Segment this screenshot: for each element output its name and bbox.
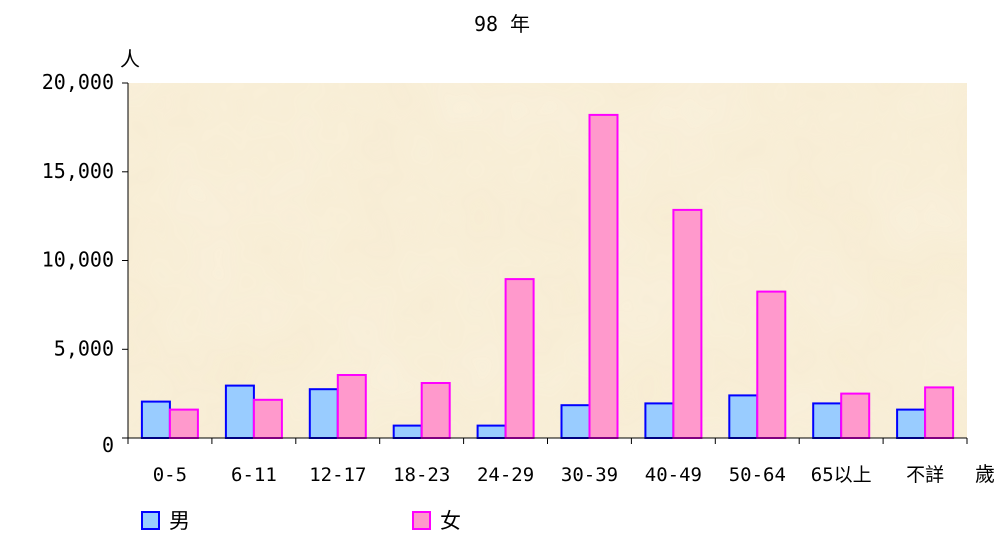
axes-layer: 0-5 6-11 12-17 18-23 24-29 30-39 40-49 50-64 65以… — [42, 70, 968, 486]
x-tick-label: 18-23 — [393, 464, 450, 486]
x-tick-label: 24-29 — [477, 464, 534, 486]
x-tick-label: 40-49 — [645, 464, 702, 486]
legend-swatch-female — [412, 511, 431, 530]
legend-label-male: 男 — [169, 509, 190, 533]
x-tick-label: 30-39 — [561, 464, 618, 486]
bar-male-2 — [308, 388, 339, 440]
bar-male-3 — [392, 424, 423, 440]
bar-female-5 — [588, 113, 619, 440]
bar-female-8 — [840, 392, 871, 440]
legend: 男女 — [141, 509, 461, 533]
y-axis-label: 人 — [120, 47, 140, 71]
bar-female-3 — [420, 382, 451, 439]
bar-male-6 — [644, 402, 675, 439]
x-tick-label: 6-11 — [231, 464, 277, 486]
bar-female-6 — [672, 208, 703, 439]
y-tick-label: 15,000 — [42, 159, 114, 183]
y-tick-label: 20,000 — [42, 70, 114, 94]
bar-male-4 — [476, 424, 507, 440]
bars-layer — [140, 113, 955, 440]
bar-female-0 — [168, 408, 199, 440]
bar-female-9 — [924, 386, 955, 439]
bar-male-5 — [560, 404, 591, 440]
x-axis-label: 歲 — [975, 462, 995, 486]
x-tick-label: 65以上 — [811, 464, 872, 486]
bar-female-7 — [756, 290, 787, 439]
x-tick-label: 12-17 — [309, 464, 366, 486]
y-tick-label: 0 — [102, 433, 114, 457]
x-tick-label: 不詳 — [906, 464, 944, 486]
legend-label-female: 女 — [440, 509, 461, 533]
x-tick-label: 0-5 — [153, 464, 187, 486]
bar-female-1 — [252, 398, 283, 439]
bar-female-2 — [336, 374, 367, 439]
bar-male-9 — [896, 408, 927, 440]
bar-female-4 — [504, 278, 535, 439]
y-tick-label: 10,000 — [42, 248, 114, 272]
bar-male-1 — [224, 384, 255, 440]
chart-title: 98 年 — [474, 12, 530, 36]
legend-swatch-male — [141, 511, 160, 530]
bar-male-8 — [812, 402, 843, 439]
bar-male-7 — [728, 394, 759, 439]
y-tick-label: 5,000 — [54, 336, 114, 360]
plot-texture — [128, 83, 967, 438]
bar-male-0 — [140, 400, 171, 440]
x-tick-label: 50-64 — [729, 464, 786, 486]
